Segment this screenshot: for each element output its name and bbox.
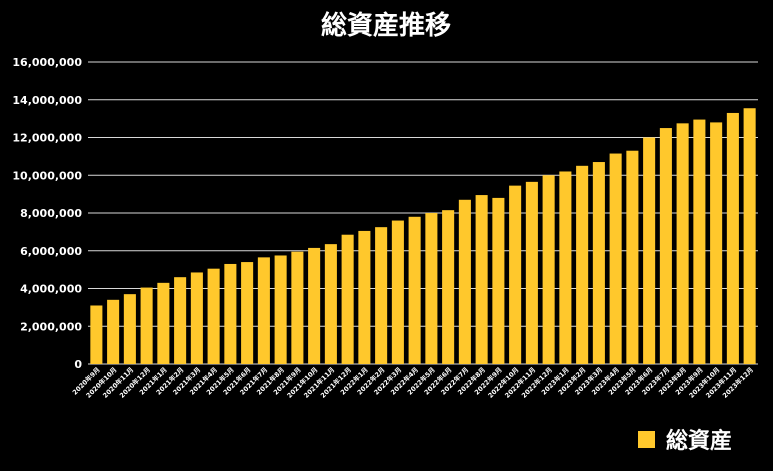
bar (609, 153, 622, 364)
bars (90, 108, 756, 365)
bar (123, 294, 136, 364)
bar (626, 150, 639, 364)
bar (726, 112, 739, 365)
bar (358, 230, 371, 364)
bar (157, 282, 170, 364)
bar (375, 227, 388, 364)
bar (509, 185, 522, 364)
bar (643, 137, 656, 364)
bar (693, 119, 706, 364)
y-tick-label: 6,000,000 (20, 245, 82, 258)
bar (140, 287, 153, 364)
bar (525, 181, 538, 364)
y-tick-label: 8,000,000 (20, 207, 82, 220)
bar (425, 213, 438, 364)
y-tick-label: 0 (74, 358, 82, 371)
bar (107, 299, 120, 364)
bar (207, 268, 220, 364)
legend-label: 総資産 (666, 428, 732, 454)
bar (676, 123, 689, 364)
bar (743, 108, 756, 365)
bar (492, 197, 505, 364)
bar (391, 220, 404, 364)
bar (224, 263, 237, 364)
bar (442, 210, 455, 364)
bar (257, 257, 270, 364)
bar (408, 216, 421, 364)
y-axis-ticks: 0 2,000,000 4,000,000 6,000,000 8,000,000 10,… (12, 56, 82, 371)
chart-title: 総資産推移 (321, 10, 451, 41)
bar (542, 175, 555, 364)
legend-swatch (638, 431, 655, 448)
bar (592, 162, 605, 364)
bar (241, 262, 254, 364)
bar (308, 247, 321, 364)
bar (576, 165, 589, 364)
bar (190, 272, 203, 364)
legend: 総資産 (638, 428, 732, 454)
bar (274, 255, 287, 364)
bar (341, 234, 354, 364)
bar (90, 305, 103, 364)
y-tick-label: 14,000,000 (12, 94, 82, 107)
bar (559, 171, 572, 364)
y-tick-label: 10,000,000 (12, 169, 82, 182)
y-tick-label: 4,000,000 (20, 283, 82, 296)
bar (659, 128, 672, 364)
y-tick-label: 16,000,000 (12, 56, 82, 69)
bar (291, 251, 304, 364)
bar (458, 199, 471, 364)
y-tick-label: 12,000,000 (12, 132, 82, 145)
bar (475, 195, 488, 364)
bar (174, 277, 187, 364)
bar (710, 122, 723, 365)
bar (324, 244, 337, 364)
y-tick-label: 2,000,000 (20, 320, 82, 333)
